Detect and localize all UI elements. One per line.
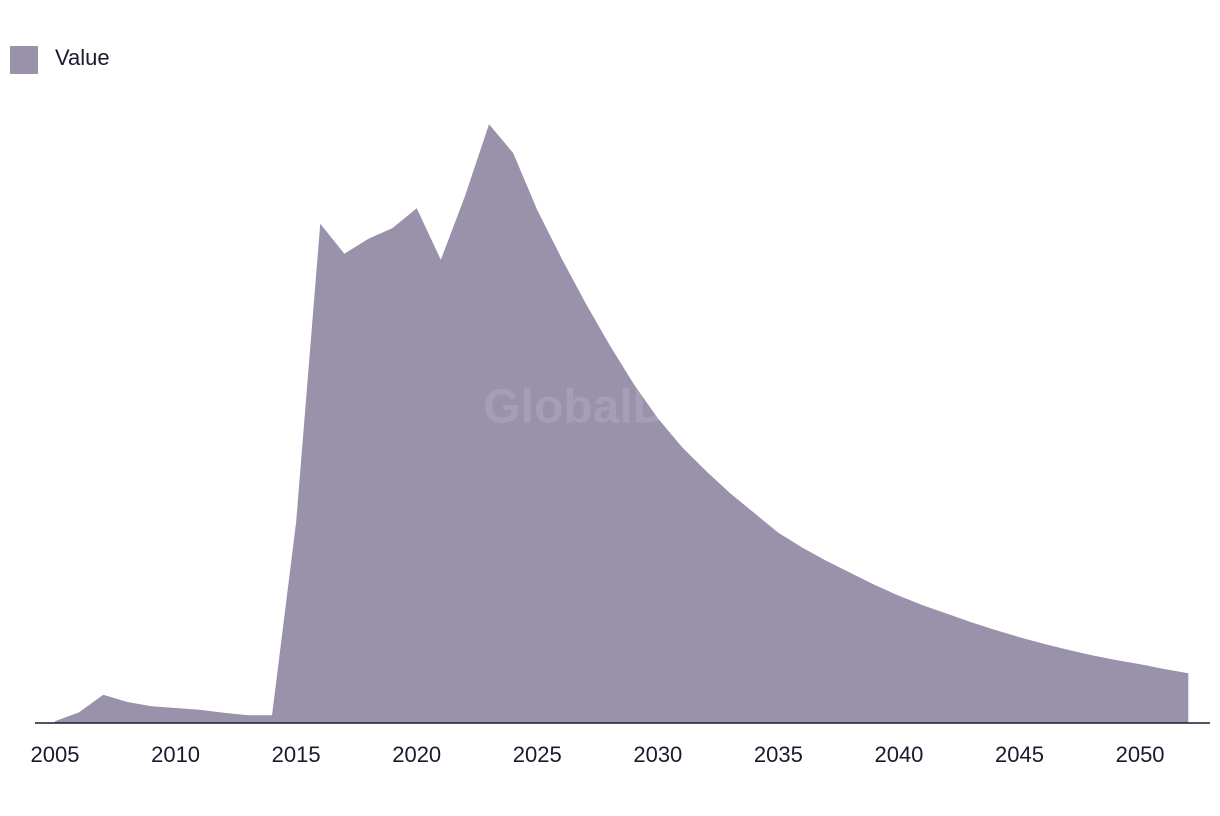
x-tick-label: 2010: [151, 742, 200, 767]
x-tick-label: 2050: [1116, 742, 1165, 767]
x-tick-label: 2045: [995, 742, 1044, 767]
x-tick-label: 2030: [633, 742, 682, 767]
x-tick-label: 2020: [392, 742, 441, 767]
legend-swatch: [10, 46, 38, 74]
watermark: GlobalData: [483, 381, 737, 434]
x-tick-label: 2015: [272, 742, 321, 767]
x-tick-label: 2005: [31, 742, 80, 767]
x-tick-label: 2035: [754, 742, 803, 767]
legend-label: Value: [55, 45, 110, 70]
x-tick-label: 2040: [874, 742, 923, 767]
area: [55, 124, 1189, 723]
x-tick-label: 2025: [513, 742, 562, 767]
